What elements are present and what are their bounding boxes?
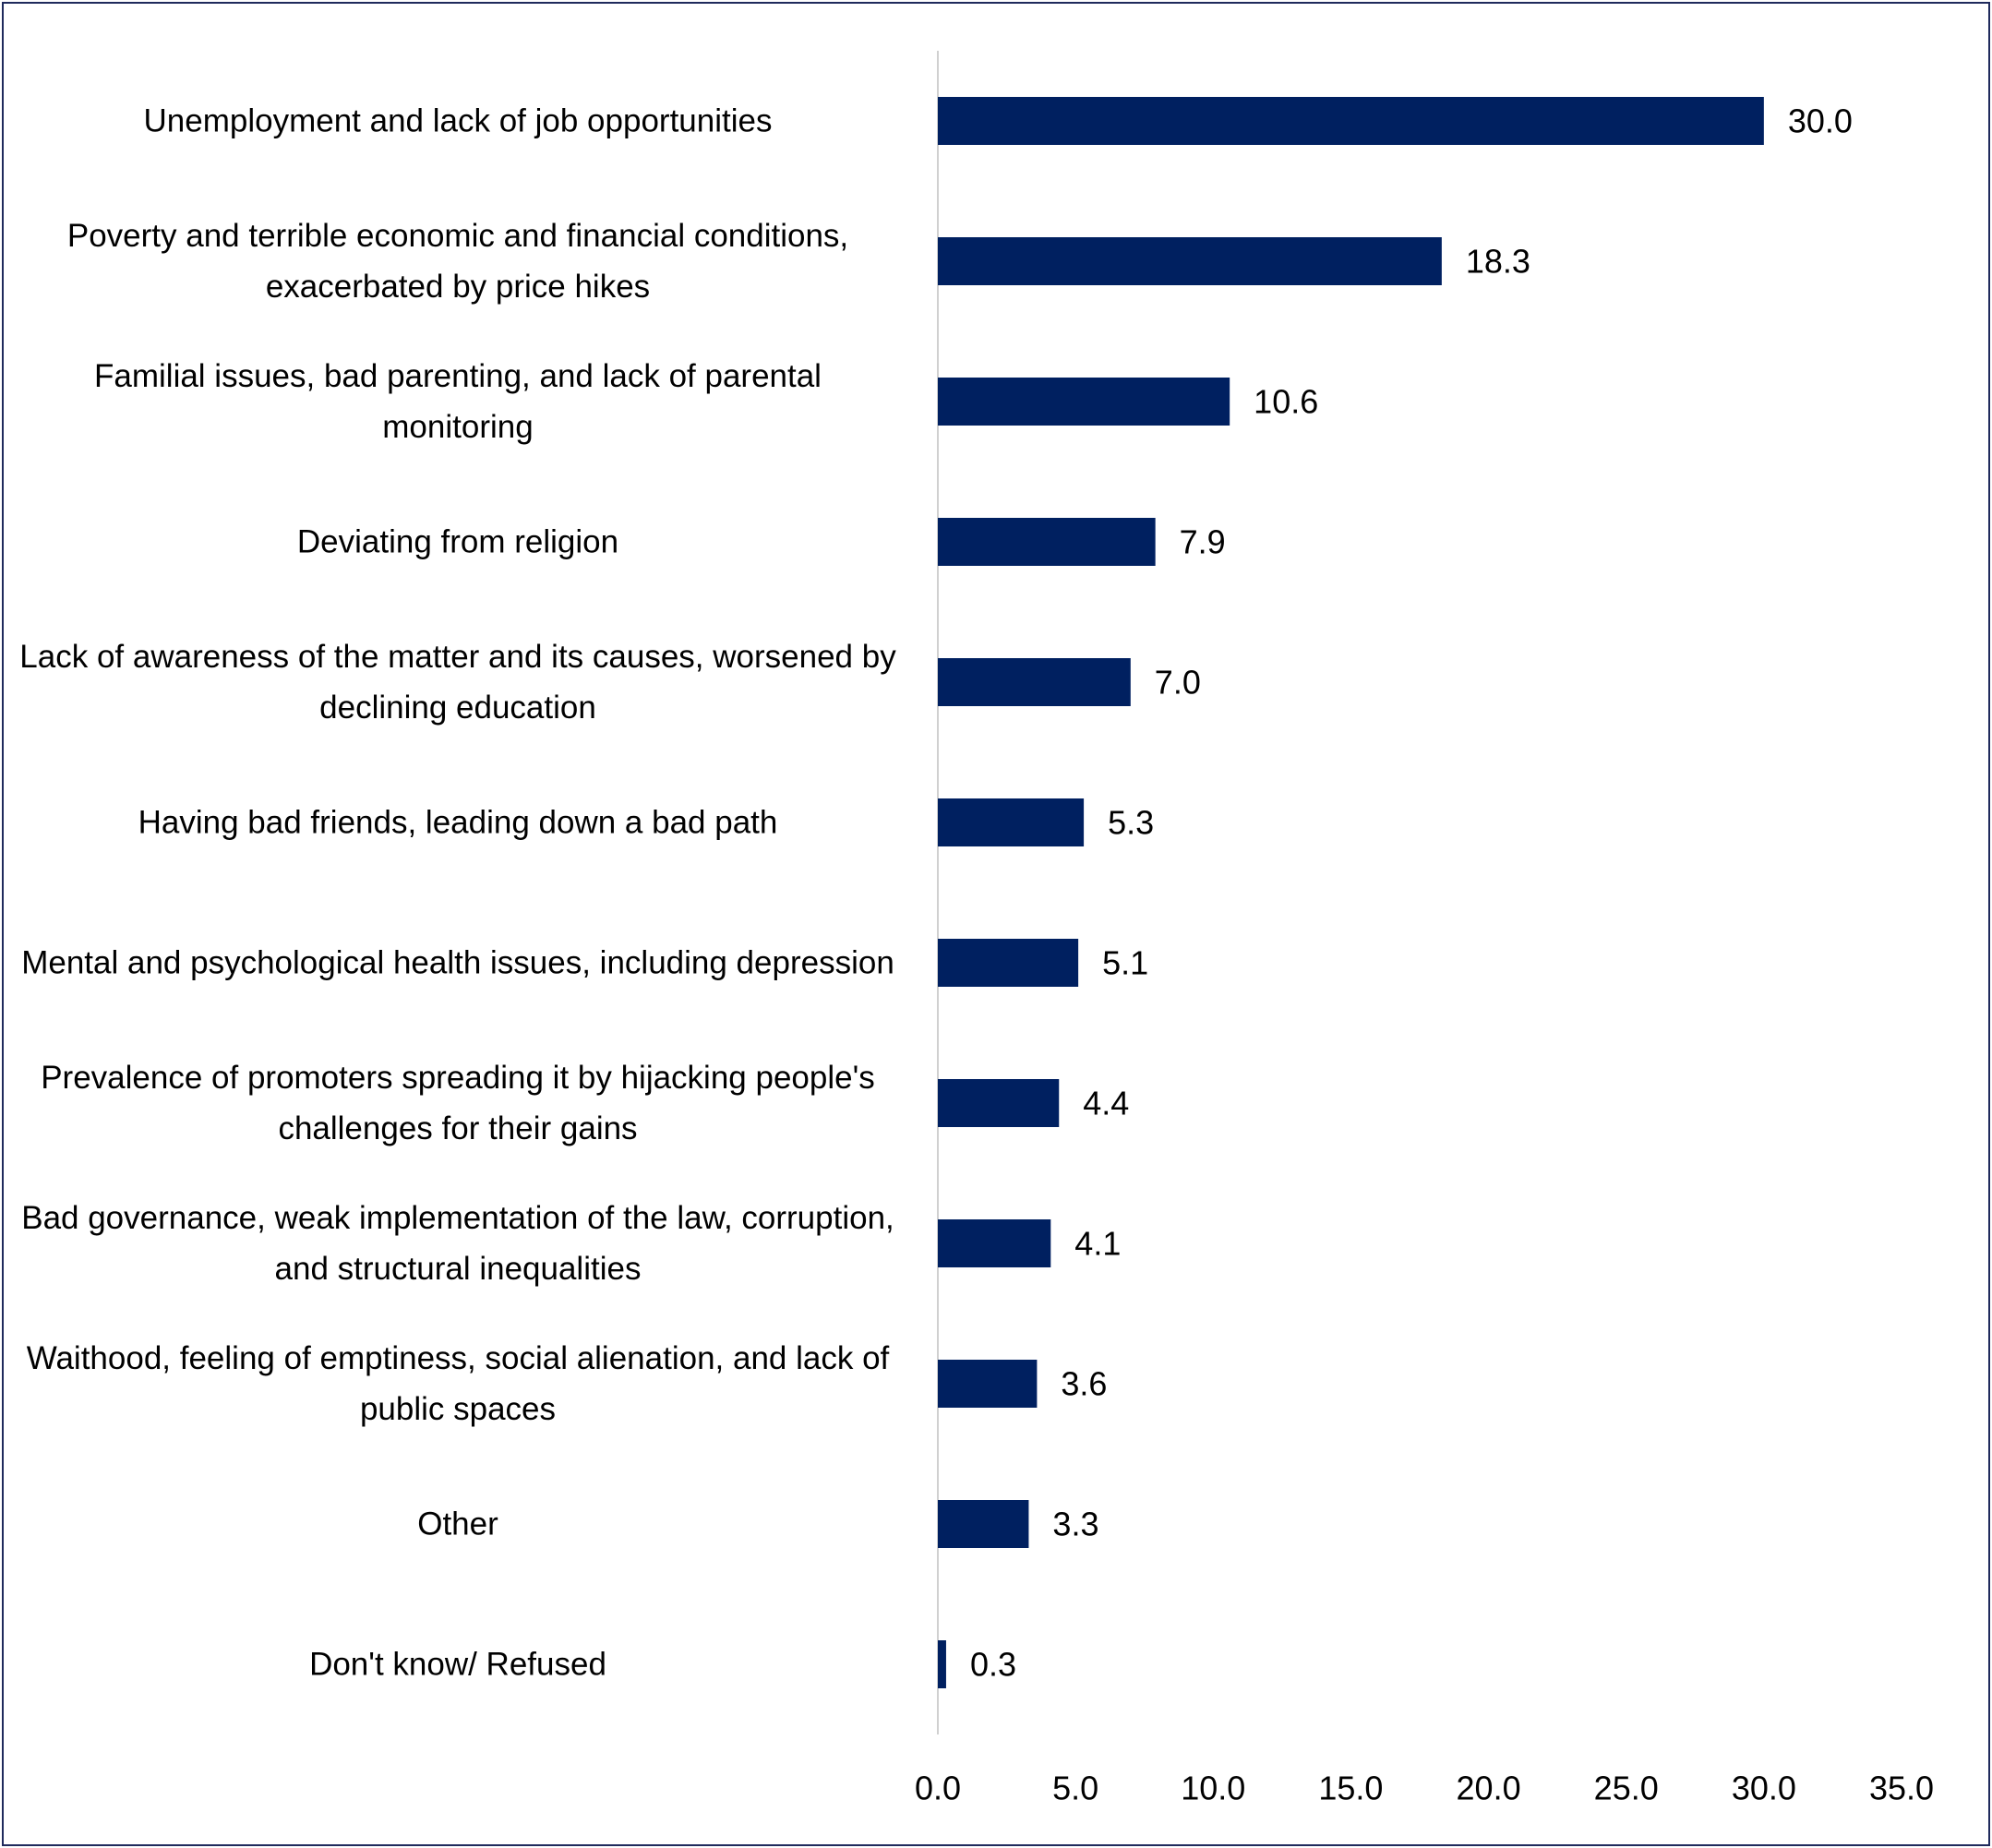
data-label: 4.4 (1083, 1085, 1129, 1122)
y-tick-label: Prevalence of promoters spreading it by … (41, 1060, 875, 1146)
y-tick-label: Lack of awareness of the matter and its … (19, 639, 896, 726)
bar (938, 518, 1156, 566)
y-tick-label: Mental and psychological health issues, … (21, 944, 894, 981)
bar (938, 798, 1085, 846)
data-label: 3.6 (1061, 1365, 1107, 1403)
y-tick-label: Don't know/ Refused (309, 1646, 606, 1683)
data-label: 18.3 (1466, 243, 1530, 281)
data-label: 10.6 (1254, 383, 1318, 421)
data-label: 0.3 (970, 1646, 1016, 1684)
data-label: 5.3 (1108, 804, 1154, 842)
x-tick-label: 10.0 (1181, 1770, 1245, 1807)
data-label: 7.9 (1180, 523, 1226, 561)
x-tick-label: 15.0 (1318, 1770, 1383, 1807)
data-label: 30.0 (1788, 102, 1853, 140)
bar (938, 1640, 946, 1688)
bar (938, 237, 1442, 285)
bar (938, 1079, 1060, 1127)
y-tick-label: Other (417, 1506, 498, 1542)
x-tick-label: 30.0 (1732, 1770, 1796, 1807)
x-tick-label: 20.0 (1457, 1770, 1521, 1807)
bar (938, 1219, 1051, 1267)
y-tick-label: Unemployment and lack of job opportuniti… (143, 102, 773, 139)
x-tick-label: 0.0 (915, 1770, 961, 1807)
y-tick-label: Deviating from religion (296, 523, 619, 560)
data-label: 5.1 (1102, 944, 1148, 982)
x-tick-label: 25.0 (1594, 1770, 1659, 1807)
bar (938, 658, 1131, 706)
x-tick-label: 35.0 (1869, 1770, 1934, 1807)
bar (938, 97, 1764, 145)
y-tick-label: Poverty and terrible economic and financ… (66, 218, 849, 305)
data-label: 7.0 (1155, 664, 1201, 702)
y-tick-label: Having bad friends, leading down a bad p… (138, 804, 778, 841)
bar (938, 378, 1230, 426)
data-label: 4.1 (1074, 1225, 1121, 1263)
bar (938, 939, 1079, 987)
bar (938, 1360, 1038, 1408)
y-tick-label: Familial issues, bad parenting, and lack… (94, 358, 822, 445)
x-tick-label: 5.0 (1052, 1770, 1098, 1807)
data-label: 3.3 (1052, 1506, 1098, 1543)
y-tick-label: Bad governance, weak implementation of t… (21, 1200, 894, 1287)
bar (938, 1500, 1029, 1548)
y-tick-label: Waithood, feeling of emptiness, social a… (26, 1340, 890, 1427)
